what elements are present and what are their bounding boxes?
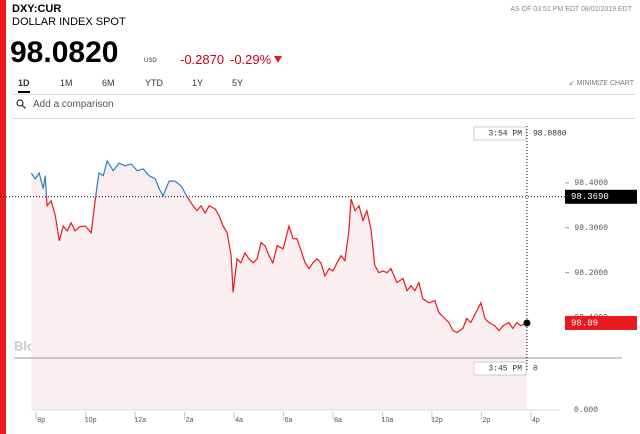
x-tick-label: 8a [334, 417, 342, 424]
reference-label-box [565, 189, 637, 204]
x-tick-label: 10p [85, 417, 97, 424]
search-icon [16, 99, 26, 109]
crosshair-time: 3:54 PM [488, 130, 522, 139]
x-tick-label: 2p [482, 417, 490, 424]
timestamp: AS OF 03:51 PM EDT 08/02/2019 EDT [510, 6, 632, 13]
volume-tick-label: 0.000 [574, 406, 598, 415]
divider [12, 94, 636, 95]
accent-bar [0, 0, 6, 434]
minimize-chart[interactable]: ↙ MINIMIZE CHART [568, 80, 634, 87]
crosshair-box [473, 126, 527, 141]
area [31, 160, 527, 410]
timeframe-tab[interactable]: YTD [145, 78, 163, 88]
x-tick-label: 12a [134, 417, 146, 424]
instrument-name: DOLLAR INDEX SPOT [12, 16, 126, 28]
minimize-label[interactable]: MINIMIZE CHART [576, 80, 634, 87]
x-tick-label: 12p [431, 417, 443, 424]
timeframe-tab[interactable]: 5Y [232, 78, 244, 88]
x-tick-label: 4p [532, 417, 540, 424]
x-tick-label: 6a [285, 417, 293, 424]
price-change: -0.2870 [180, 52, 225, 67]
last-label: 98.09 [571, 318, 598, 328]
crosshair-value: 98.0880 [533, 130, 567, 139]
last-point [523, 319, 531, 327]
y-tick-label: 98.4000 [574, 179, 608, 188]
x-tick-label: 4a [235, 417, 243, 424]
volume-crosshair-box [473, 361, 527, 376]
timeframe-tab[interactable]: 1D [18, 78, 30, 93]
x-tick-label: 2a [186, 417, 194, 424]
currency: USD [144, 58, 157, 64]
last-label-box [565, 315, 637, 330]
price-line [30, 159, 528, 334]
reference-label: 98.3690 [571, 192, 609, 202]
ticker: DXY:CUR [12, 3, 62, 15]
divider [12, 118, 636, 119]
down-arrow [274, 56, 282, 63]
x-tick-label: 8p [37, 417, 45, 424]
x-tick-label: 10a [382, 417, 394, 424]
volume-crosshair-value: 0 [533, 365, 538, 374]
price: 98.0820 [10, 36, 119, 69]
volume-crosshair-time: 3:45 PM [488, 365, 522, 374]
comparison-input[interactable]: Add a comparison [33, 99, 114, 110]
y-tick-label: 98.3000 [574, 224, 608, 233]
y-tick-label: 98.2000 [574, 269, 608, 278]
timeframe-tab[interactable]: 1M [60, 78, 73, 88]
timeframe-tab[interactable]: 1Y [192, 78, 204, 88]
percent-change: -0.29% [230, 52, 272, 67]
timeframe-tab[interactable]: 6M [102, 78, 115, 88]
